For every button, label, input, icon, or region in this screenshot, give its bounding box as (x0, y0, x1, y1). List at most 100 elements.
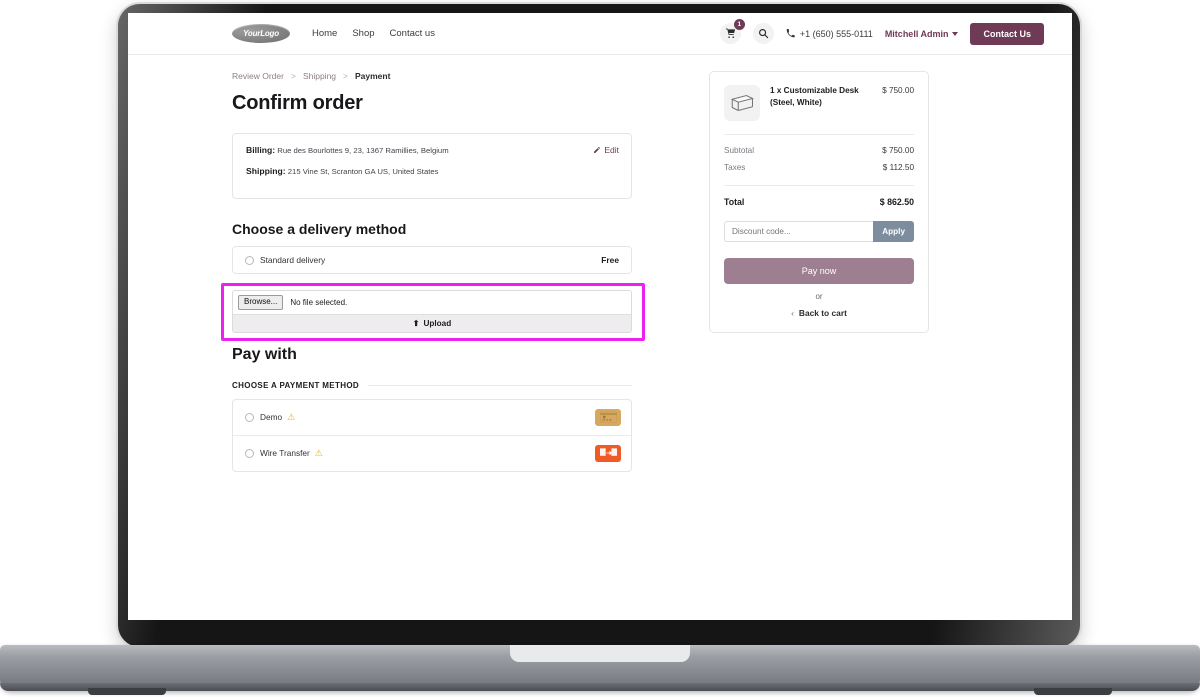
summary-label-total: Total (724, 197, 745, 207)
order-summary-column: 1 x Customizable Desk (Steel, White) $ 7… (709, 71, 929, 472)
nav-item-home[interactable]: Home (312, 28, 338, 39)
payment-methods-card: Demo ⚠ (232, 398, 632, 472)
page-content: Review Order > Shipping > Payment Confir… (128, 55, 1072, 472)
pay-with-title: Pay with (232, 345, 297, 363)
upload-icon: ⬆ (412, 318, 420, 328)
payment-method-label: Wire Transfer (260, 448, 310, 459)
chevron-left-icon: ‹ (791, 308, 794, 318)
summary-value-subtotal: $ 750.00 (882, 146, 914, 155)
bank-transfer-glyph (599, 448, 617, 457)
laptop-foot-right (1034, 688, 1112, 695)
payment-method-wire-transfer[interactable]: Wire Transfer ⚠ (233, 436, 631, 471)
breadcrumb-item-shipping[interactable]: Shipping (302, 71, 337, 81)
payment-method-demo[interactable]: Demo ⚠ (233, 400, 631, 436)
summary-row-taxes: Taxes $ 112.50 (724, 163, 914, 172)
upload-button-label: Upload (423, 318, 452, 328)
nav-item-contact-us[interactable]: Contact us (389, 28, 435, 39)
radio-icon[interactable] (245, 448, 254, 458)
breadcrumb: Review Order > Shipping > Payment (232, 71, 632, 81)
laptop-base-notch (510, 645, 690, 662)
billing-value: Rue des Bourlottes 9, 23, 1367 Ramillies… (277, 146, 449, 155)
choose-payment-method-label: CHOOSE A PAYMENT METHOD (232, 381, 632, 390)
browser-viewport: YourLogo Home Shop Contact us 1 (128, 13, 1072, 620)
payment-method-label: Demo (260, 412, 283, 423)
summary-divider (724, 185, 914, 186)
back-to-cart-label: Back to cart (798, 308, 847, 318)
order-summary-card: 1 x Customizable Desk (Steel, White) $ 7… (709, 71, 929, 333)
search-button[interactable] (752, 23, 774, 44)
chevron-down-icon (952, 31, 959, 36)
radio-icon[interactable] (245, 412, 254, 422)
edit-address-link[interactable]: Edit (593, 145, 619, 155)
cart-icon (725, 28, 735, 38)
phone-number-text: +1 (650) 555-0111 (799, 28, 873, 39)
billing-label: Billing: (246, 145, 276, 155)
phone-number[interactable]: +1 (650) 555-0111 (786, 29, 873, 39)
shipping-address-line: Shipping: 215 Vine St, Scranton GA US, U… (246, 166, 618, 178)
delivery-option-price: Free (601, 255, 619, 266)
browse-button[interactable]: Browse... (238, 295, 284, 310)
user-name: Mitchell Admin (884, 28, 949, 39)
pay-now-button[interactable]: Pay now (724, 258, 914, 284)
shipping-label: Shipping: (246, 165, 286, 176)
delivery-option-standard[interactable]: Standard delivery Free (233, 247, 631, 273)
summary-value-taxes: $ 112.50 (882, 163, 914, 172)
order-line-item: 1 x Customizable Desk (Steel, White) $ 7… (724, 85, 914, 121)
breadcrumb-item-payment: Payment (355, 71, 391, 81)
laptop-foot-left (88, 688, 166, 695)
radio-icon[interactable] (245, 255, 254, 265)
laptop-base-edge (0, 683, 1200, 691)
choose-payment-method-text: CHOOSE A PAYMENT METHOD (232, 380, 360, 390)
page-title: Confirm order (232, 92, 363, 114)
delivery-methods-card: Standard delivery Free (232, 246, 632, 275)
contact-us-button[interactable]: Contact Us (970, 22, 1044, 45)
address-card: Billing: Rue des Bourlottes 9, 23, 1367 … (232, 133, 632, 200)
discount-code-input[interactable] (724, 221, 874, 242)
cart-count-badge: 1 (733, 19, 745, 30)
user-menu[interactable]: Mitchell Admin (885, 29, 959, 39)
summary-row-subtotal: Subtotal $ 750.00 (724, 146, 914, 155)
laptop-base (0, 645, 1200, 691)
apply-discount-button[interactable]: Apply (873, 221, 914, 242)
product-price: $ 750.00 (882, 86, 914, 95)
delivery-section-title: Choose a delivery method (232, 221, 407, 238)
search-icon (758, 29, 769, 39)
site-logo[interactable]: YourLogo (232, 24, 290, 43)
summary-label-taxes: Taxes (724, 163, 746, 172)
site-header: YourLogo Home Shop Contact us 1 (128, 13, 1072, 55)
product-name: 1 x Customizable Desk (Steel, White) (770, 86, 859, 107)
credit-card-icon (595, 408, 621, 426)
breadcrumb-separator: > (290, 71, 296, 81)
summary-value-total: $ 862.50 (879, 197, 914, 207)
summary-label-subtotal: Subtotal (724, 146, 755, 155)
header-right-group: 1 +1 (650) 555-0111 Mitchell Admin (719, 19, 1044, 45)
left-gutter (128, 71, 232, 472)
or-separator-text: or (815, 292, 823, 301)
bank-transfer-icon (595, 444, 621, 462)
file-upload-card: Browse... No file selected. ⬆ Upload (232, 290, 632, 333)
desk-icon (730, 94, 754, 112)
file-status-text: No file selected. (290, 298, 348, 308)
nav-item-shop[interactable]: Shop (352, 28, 375, 39)
pencil-icon (594, 147, 601, 153)
billing-address-line: Billing: Rue des Bourlottes 9, 23, 1367 … (246, 145, 618, 157)
file-input-row[interactable]: Browse... No file selected. (233, 291, 631, 314)
cart-button[interactable]: 1 (719, 19, 745, 44)
breadcrumb-separator: > (343, 71, 348, 81)
delivery-option-label: Standard delivery (260, 255, 326, 266)
warning-icon: ⚠ (314, 447, 323, 458)
edit-address-label: Edit (604, 145, 619, 155)
credit-card-glyph (599, 412, 617, 423)
summary-row-total: Total $ 862.50 (724, 197, 914, 207)
main-nav: Home Shop Contact us (312, 28, 435, 39)
upload-button[interactable]: ⬆ Upload (233, 313, 631, 332)
breadcrumb-item-review-order[interactable]: Review Order (232, 71, 284, 81)
summary-divider (724, 134, 914, 135)
back-to-cart-link[interactable]: ‹ Back to cart (724, 308, 914, 318)
shipping-value: 215 Vine St, Scranton GA US, United Stat… (287, 166, 439, 176)
discount-code-row: Apply (724, 221, 914, 242)
checkout-main-column: Review Order > Shipping > Payment Confir… (221, 71, 645, 472)
warning-icon: ⚠ (287, 411, 296, 422)
file-upload-section: Browse... No file selected. ⬆ Upload (221, 283, 645, 341)
